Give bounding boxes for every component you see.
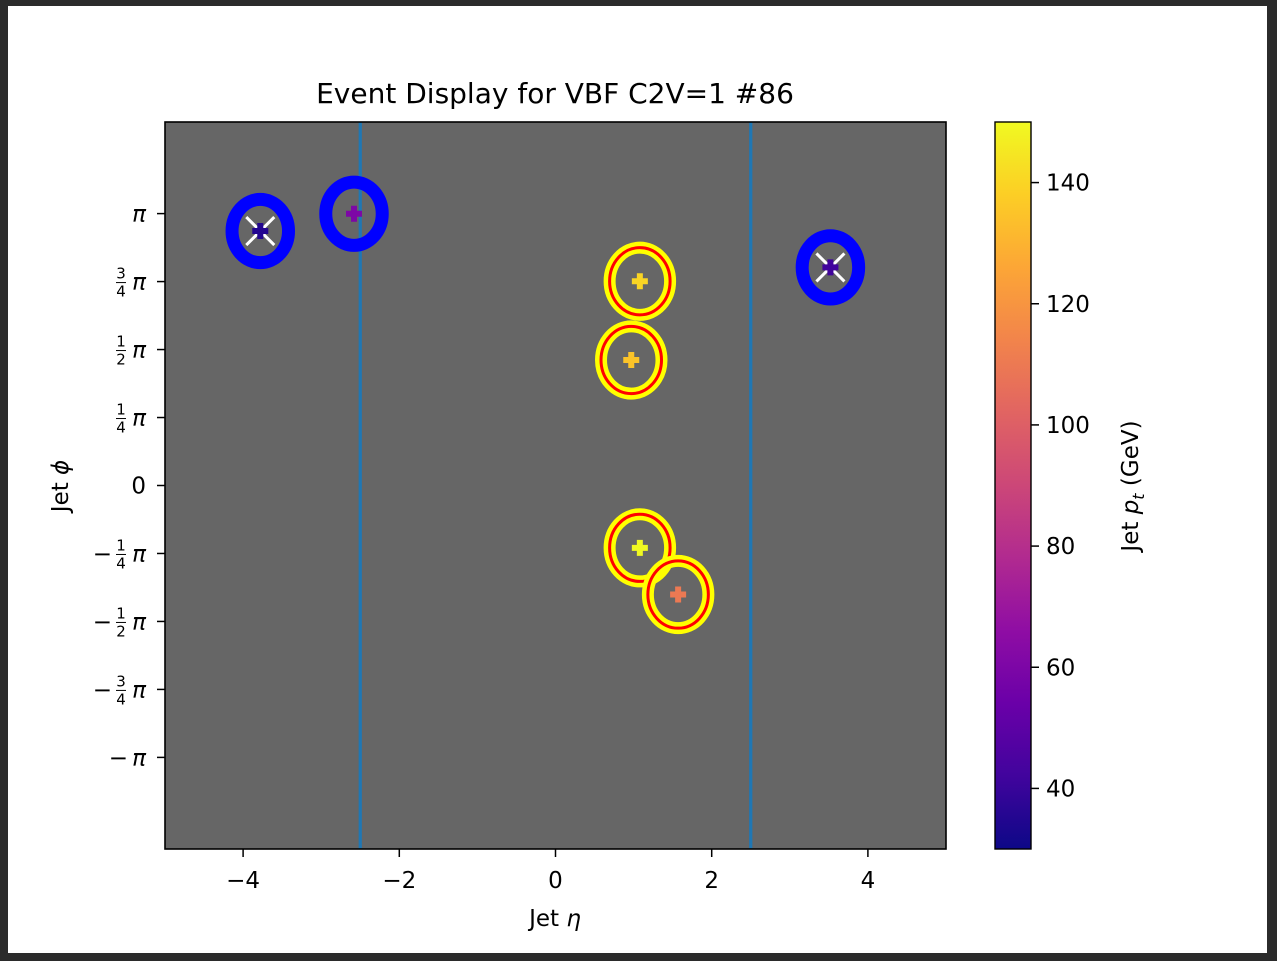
y-tick-denominator: 4: [116, 419, 126, 437]
chart-title: Event Display for VBF C2V=1 #86: [316, 77, 794, 110]
y-tick-symbol: π: [132, 406, 147, 432]
y-tick-label: π34−: [93, 672, 147, 708]
jet-1: [319, 175, 389, 252]
jet-inner-ring: [608, 246, 672, 317]
y-tick-label: π34: [116, 265, 147, 301]
colorbar-tick-label: 60: [1046, 655, 1075, 681]
y-tick-sign: −: [93, 541, 112, 567]
y-tick-symbol: π: [132, 338, 147, 364]
y-tick-label: π12: [116, 333, 147, 369]
jet-marker: [623, 352, 640, 369]
y-tick-denominator: 4: [116, 283, 126, 301]
y-tick-label: π12−: [93, 604, 147, 640]
y-tick-label: π: [132, 202, 147, 228]
jet-marker: [346, 205, 363, 222]
colorbar-label-suffix: (GeV): [1118, 420, 1144, 493]
y-tick-sign: −: [109, 745, 128, 771]
jets-layer: [225, 175, 866, 635]
y-tick-label: π14: [116, 401, 147, 437]
y-tick-symbol: π: [132, 609, 147, 635]
x-axis-label: Jet η: [527, 906, 581, 932]
jet-6: [641, 554, 715, 635]
y-tick-numerator: 3: [116, 672, 126, 690]
y-tick-denominator: 2: [116, 351, 126, 369]
jet-ring: [225, 192, 296, 270]
y-tick-label: π14−: [93, 536, 147, 572]
jet-3: [603, 241, 677, 321]
y-tick-symbol: π: [132, 202, 147, 228]
colorbar-label-sub: t: [1129, 493, 1148, 500]
jet-5: [603, 508, 677, 588]
y-tick-symbol: π: [132, 270, 147, 296]
y-axis-label: Jet ϕ: [48, 460, 74, 514]
colorbar-tick-label: 40: [1046, 776, 1075, 802]
y-tick-numerator: 1: [116, 333, 126, 351]
x-tick-label: −2: [382, 868, 416, 894]
colorbar-tick-label: 120: [1046, 292, 1090, 318]
y-tick-symbol: 0: [131, 474, 146, 500]
y-tick-numerator: 1: [116, 604, 126, 622]
x-axis-ticks: −4 −2 0 2 4: [226, 849, 875, 894]
colorbar-ticks: 40 60 80 100 120 140: [1031, 171, 1090, 802]
y-tick-symbol: π: [132, 677, 147, 703]
jet-inner-ring: [646, 559, 710, 630]
colorbar-tick-label: 80: [1046, 534, 1075, 560]
colorbar-tick-label: 140: [1046, 171, 1090, 197]
figure: Event Display for VBF C2V=1 #86 −4 −2 0 2 4 …: [8, 6, 1267, 953]
colorbar: [994, 121, 1032, 850]
y-tick-denominator: 2: [116, 622, 126, 640]
y-tick-denominator: 4: [116, 690, 126, 708]
y-tick-sign: −: [93, 609, 112, 635]
y-tick-symbol: π: [132, 745, 147, 771]
y-tick-label: π−: [109, 745, 147, 771]
jet-0: [225, 192, 296, 270]
y-tick-numerator: 3: [116, 265, 126, 283]
jet-marker: [631, 539, 648, 556]
y-tick-symbol: π: [132, 541, 147, 567]
y-tick-denominator: 4: [116, 554, 126, 572]
jet-2: [795, 229, 866, 306]
y-tick-sign: −: [93, 677, 112, 703]
jet-ring: [319, 175, 389, 252]
jet-inner-ring: [599, 324, 663, 396]
event-display-chart: Event Display for VBF C2V=1 #86 −4 −2 0 2 4 …: [48, 77, 1148, 932]
colorbar-label-var: p: [1118, 500, 1144, 516]
colorbar-label: Jet pt (GeV): [1118, 420, 1148, 553]
x-tick-label: 0: [548, 868, 563, 894]
jet-inner-ring: [608, 512, 672, 583]
y-tick-numerator: 1: [116, 401, 126, 419]
colorbar-tick-label: 100: [1046, 413, 1090, 439]
x-tick-label: 4: [861, 868, 876, 894]
colorbar-label-prefix: Jet: [1118, 514, 1144, 553]
y-tick-label: 0: [131, 474, 146, 500]
jet-marker: [670, 586, 687, 603]
jet-marker: [631, 273, 648, 290]
jet-marker: [822, 259, 839, 276]
jet-marker: [252, 223, 269, 240]
jet-ring: [795, 229, 866, 306]
y-tick-numerator: 1: [116, 536, 126, 554]
x-tick-label: −4: [226, 868, 260, 894]
x-tick-label: 2: [704, 868, 719, 894]
jet-4: [595, 320, 668, 400]
